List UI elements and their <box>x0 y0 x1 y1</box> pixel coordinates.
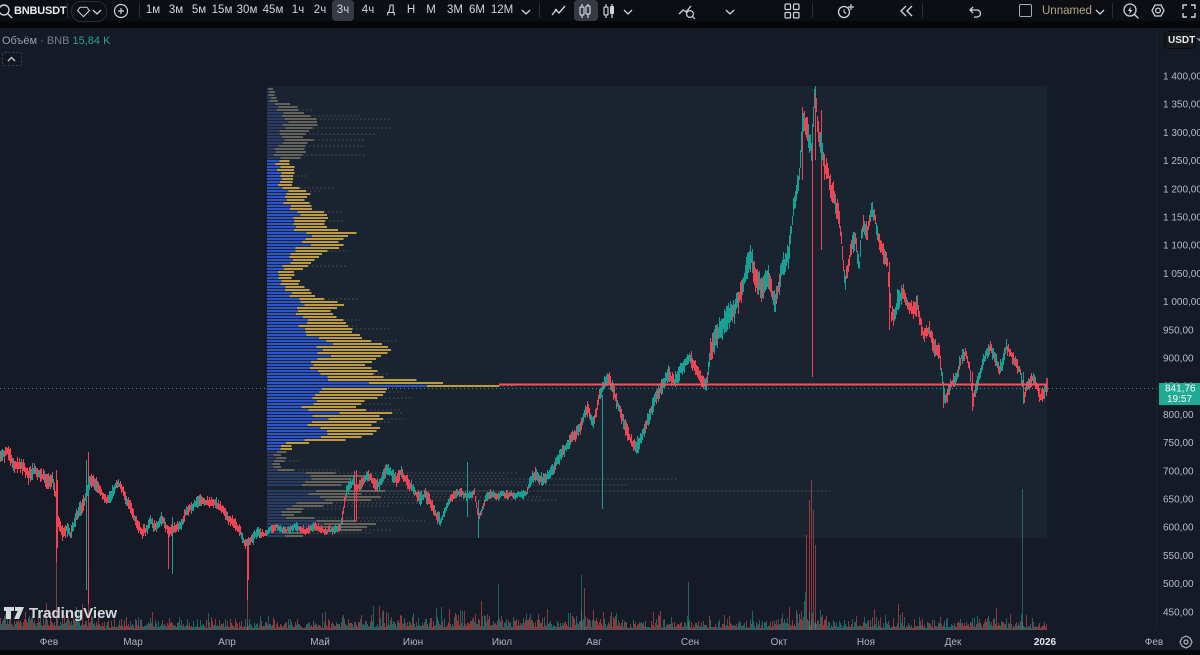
svg-text:Окт: Окт <box>771 637 788 648</box>
svg-text:1 200,00: 1 200,00 <box>1163 184 1200 195</box>
svg-text:450,00: 450,00 <box>1163 607 1194 618</box>
svg-text:1 250,00: 1 250,00 <box>1163 156 1200 167</box>
svg-text:Авг: Авг <box>586 637 602 648</box>
svg-text:500,00: 500,00 <box>1163 579 1194 590</box>
svg-text:1 050,00: 1 050,00 <box>1163 269 1200 280</box>
svg-text:Фев: Фев <box>1145 637 1163 648</box>
svg-text:950,00: 950,00 <box>1163 325 1194 336</box>
svg-text:900,00: 900,00 <box>1163 354 1194 365</box>
svg-text:Апр: Апр <box>218 637 236 648</box>
svg-text:Мар: Мар <box>123 637 143 648</box>
svg-text:Май: Май <box>310 637 330 648</box>
svg-text:1 350,00: 1 350,00 <box>1163 100 1200 111</box>
svg-text:19:57: 19:57 <box>1167 394 1192 405</box>
svg-text:841,76: 841,76 <box>1165 384 1196 395</box>
svg-text:Фев: Фев <box>40 637 58 648</box>
svg-text:USDT: USDT <box>1168 35 1195 46</box>
svg-text:Июл: Июл <box>492 637 512 648</box>
svg-text:Ноя: Ноя <box>857 637 875 648</box>
svg-text:1 100,00: 1 100,00 <box>1163 241 1200 252</box>
svg-text:650,00: 650,00 <box>1163 495 1194 506</box>
svg-text:600,00: 600,00 <box>1163 523 1194 534</box>
svg-text:1 400,00: 1 400,00 <box>1163 72 1200 83</box>
svg-text:TradingView: TradingView <box>29 605 117 622</box>
svg-text:800,00: 800,00 <box>1163 410 1194 421</box>
svg-text:750,00: 750,00 <box>1163 438 1194 449</box>
svg-text:1 300,00: 1 300,00 <box>1163 128 1200 139</box>
svg-text:Июн: Июн <box>403 637 423 648</box>
svg-text:Сен: Сен <box>681 637 699 648</box>
svg-text:550,00: 550,00 <box>1163 551 1194 562</box>
svg-text:Объём · BNB 15,84 K: Объём · BNB 15,84 K <box>2 35 111 47</box>
svg-text:1 000,00: 1 000,00 <box>1163 297 1200 308</box>
svg-text:2026: 2026 <box>1034 637 1057 648</box>
svg-text:1 150,00: 1 150,00 <box>1163 213 1200 224</box>
svg-text:700,00: 700,00 <box>1163 466 1194 477</box>
svg-text:Дек: Дек <box>945 637 962 648</box>
